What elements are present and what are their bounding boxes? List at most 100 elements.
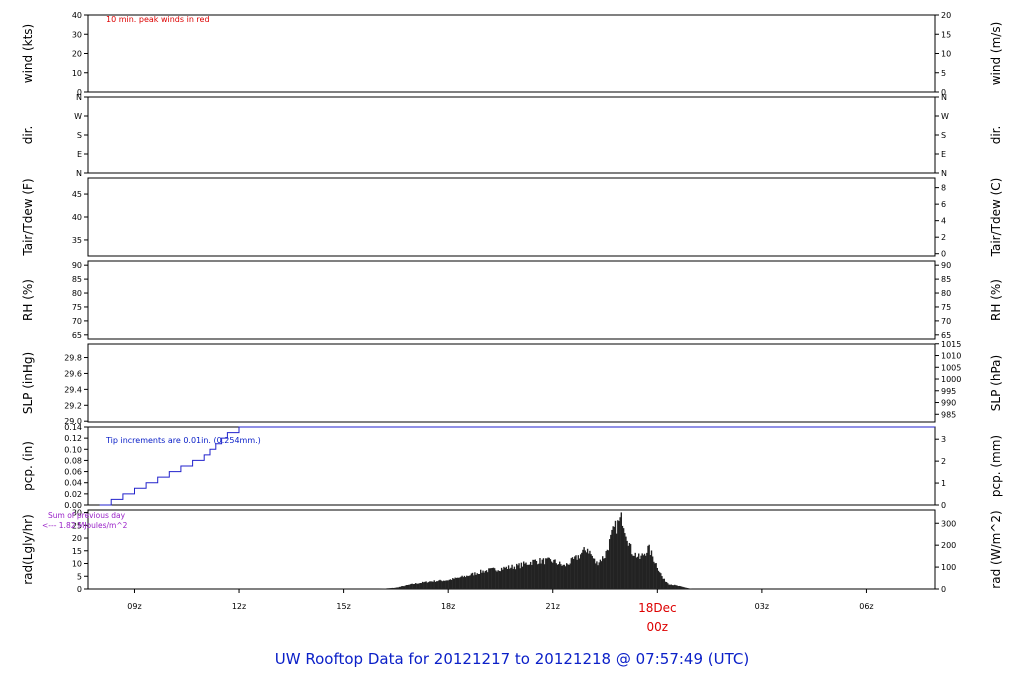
pcp-ytick-label: 0.12 — [64, 434, 82, 443]
rh-ytick-label: 80 — [72, 289, 82, 298]
time-tick-label: 12z — [232, 602, 246, 611]
dir-panel-frame — [87, 96, 936, 174]
dir-ytick-right-label: E — [941, 150, 946, 159]
rad-ytick-right-label: 300 — [941, 519, 956, 528]
dir-ytick-right-label: N — [941, 93, 947, 102]
wind-ytick-right-label: 20 — [941, 11, 951, 20]
pcp-ytick-label: 0.10 — [64, 445, 82, 454]
rad-ytick-label: 25 — [72, 521, 82, 530]
wind-ytick-right-label: 0 — [941, 88, 946, 97]
dir-ytick-label: S — [77, 131, 82, 140]
pcp-annotation: Tip increments are 0.01in. (0.254mm.) — [105, 436, 261, 445]
slp-ytick-right-label: 1015 — [941, 340, 961, 349]
wind-ytick-right-label: 15 — [941, 30, 951, 39]
rad-ytick-label: 15 — [72, 547, 82, 556]
rh-panel-frame — [87, 260, 936, 340]
pcp-ytick-label: 0.06 — [64, 468, 82, 477]
time-tick-label: 18z — [441, 602, 455, 611]
dir-ytick-label: W — [74, 112, 82, 121]
time-tick-label: 15z — [336, 602, 350, 611]
rad-ytick-right-label: 100 — [941, 563, 956, 572]
wind-ytick-right-label: 5 — [941, 69, 946, 78]
dir-ytick-label: N — [76, 169, 82, 178]
rh-ytick-right-label: 75 — [941, 303, 951, 312]
dir-ytick-right-label: N — [941, 169, 947, 178]
slp-ytick-label: 29.0 — [64, 417, 82, 426]
pcp-ytick-right-label: 2 — [941, 457, 946, 466]
slp-ytick-right-label: 1005 — [941, 363, 961, 372]
slp-ytick-right-label: 995 — [941, 387, 956, 396]
wind-ytick-label: 20 — [72, 50, 82, 59]
rh-ytick-label: 75 — [72, 303, 82, 312]
time-tick-label: 00z — [647, 620, 669, 634]
slp-ytick-label: 29.4 — [64, 385, 82, 394]
pcp-step-line — [99, 426, 935, 506]
dir-ytick-right-label: W — [941, 112, 949, 121]
time-tick-label: 21z — [546, 602, 560, 611]
slp-ylabel-right: SLP (hPa) — [989, 355, 1003, 411]
dir-ytick-label: N — [76, 93, 82, 102]
rad-annotation-line1: Sum of previous day — [48, 511, 126, 520]
temp-ytick-right-label: 4 — [941, 217, 946, 226]
pcp-ytick-right-label: 1 — [941, 479, 946, 488]
wind-ylabel-right: wind (m/s) — [989, 22, 1003, 86]
rad-ytick-label: 30 — [72, 509, 82, 518]
rh-ytick-right-label: 65 — [941, 331, 951, 340]
temp-ytick-label: 40 — [72, 213, 82, 222]
rad-annotation-line2: <--- 1.82 MJoules/m^2 — [42, 521, 128, 530]
rh-ylabel: RH (%) — [21, 279, 35, 321]
pcp-ytick-label: 0.00 — [64, 501, 82, 510]
pcp-ytick-label: 0.04 — [64, 479, 82, 488]
rad-ytick-right-label: 200 — [941, 541, 956, 550]
pcp-ytick-label: 0.02 — [64, 490, 82, 499]
slp-ytick-right-label: 985 — [941, 410, 956, 419]
pcp-ytick-label: 0.14 — [64, 423, 82, 432]
rad-ylabel-right: rad (W/m^2) — [989, 510, 1003, 588]
slp-ytick-label: 29.6 — [64, 369, 82, 378]
wind-annotation: 10 min. peak winds in red — [106, 15, 210, 24]
rh-ytick-label: 70 — [72, 317, 82, 326]
rh-ylabel-right: RH (%) — [989, 279, 1003, 321]
temp-panel-frame — [87, 177, 936, 257]
dir-ytick-label: E — [77, 150, 82, 159]
footer-title: UW Rooftop Data for 20121217 to 20121218… — [274, 650, 750, 668]
wind-ytick-label: 10 — [72, 69, 82, 78]
pcp-ytick-label: 0.08 — [64, 456, 82, 465]
slp-ytick-label: 29.2 — [64, 401, 82, 410]
rad-ytick-right-label: 0 — [941, 585, 946, 594]
slp-ytick-right-label: 990 — [941, 399, 956, 408]
pcp-ytick-right-label: 3 — [941, 435, 946, 444]
time-tick-label: 03z — [755, 602, 769, 611]
pcp-ylabel-right: pcp. (mm) — [989, 435, 1003, 497]
rh-ytick-right-label: 80 — [941, 289, 951, 298]
rh-ytick-label: 65 — [72, 331, 82, 340]
dir-ytick-right-label: S — [941, 131, 946, 140]
pcp-ylabel: pcp. (in) — [21, 441, 35, 491]
date-label: 18Dec — [638, 601, 677, 615]
temp-ylabel-right: Tair/Tdew (C) — [989, 178, 1003, 258]
temp-ytick-right-label: 6 — [941, 200, 946, 209]
temp-ytick-right-label: 8 — [941, 184, 946, 193]
dir-ylabel: dir. — [21, 126, 35, 145]
rad-ylabel: rad(Lgly/hr) — [21, 514, 35, 585]
rh-ytick-right-label: 85 — [941, 275, 951, 284]
temp-ytick-right-label: 2 — [941, 233, 946, 242]
slp-ylabel: SLP (inHg) — [21, 352, 35, 414]
slp-ytick-label: 29.8 — [64, 354, 82, 363]
rad-ytick-label: 5 — [77, 572, 82, 581]
rh-ytick-right-label: 70 — [941, 317, 951, 326]
rh-ytick-label: 85 — [72, 275, 82, 284]
rad-ytick-label: 10 — [72, 560, 82, 569]
slp-ytick-right-label: 1000 — [941, 375, 961, 384]
pcp-ytick-right-label: 0 — [941, 501, 946, 510]
temp-ytick-label: 35 — [72, 236, 82, 245]
wind-ytick-label: 30 — [72, 30, 82, 39]
wind-ytick-right-label: 10 — [941, 50, 951, 59]
slp-panel-frame — [87, 343, 936, 423]
wind-ytick-label: 0 — [77, 88, 82, 97]
time-tick-label: 09z — [127, 602, 141, 611]
wind-ytick-label: 40 — [72, 11, 82, 20]
rh-ytick-label: 90 — [72, 261, 82, 270]
wind-ylabel: wind (kts) — [21, 24, 35, 83]
